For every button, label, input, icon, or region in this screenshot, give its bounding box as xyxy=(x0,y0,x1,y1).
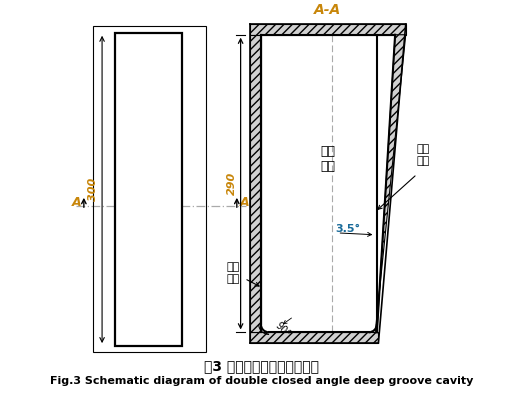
Text: A: A xyxy=(72,196,81,209)
Text: 3.5°: 3.5° xyxy=(336,224,361,234)
Bar xyxy=(93,26,207,353)
Text: 图3 双闭角深槽腔截面示意图: 图3 双闭角深槽腔截面示意图 xyxy=(204,359,319,373)
Bar xyxy=(116,33,182,346)
Text: 100: 100 xyxy=(137,47,160,57)
Polygon shape xyxy=(250,332,379,343)
Polygon shape xyxy=(375,35,406,332)
Polygon shape xyxy=(250,24,406,35)
Text: 290: 290 xyxy=(227,172,237,195)
Text: A: A xyxy=(240,196,249,209)
Text: 闭角
区域: 闭角 区域 xyxy=(416,144,429,166)
Text: A-A: A-A xyxy=(314,3,342,17)
Text: 直角
区域: 直角 区域 xyxy=(321,145,335,173)
Text: 300: 300 xyxy=(87,178,97,201)
Polygon shape xyxy=(250,35,261,332)
Text: 90°: 90° xyxy=(273,320,292,339)
Text: Fig.3 Schematic diagram of double closed angle deep groove cavity: Fig.3 Schematic diagram of double closed… xyxy=(50,376,473,386)
Text: 闭角
区域: 闭角 区域 xyxy=(226,262,240,283)
